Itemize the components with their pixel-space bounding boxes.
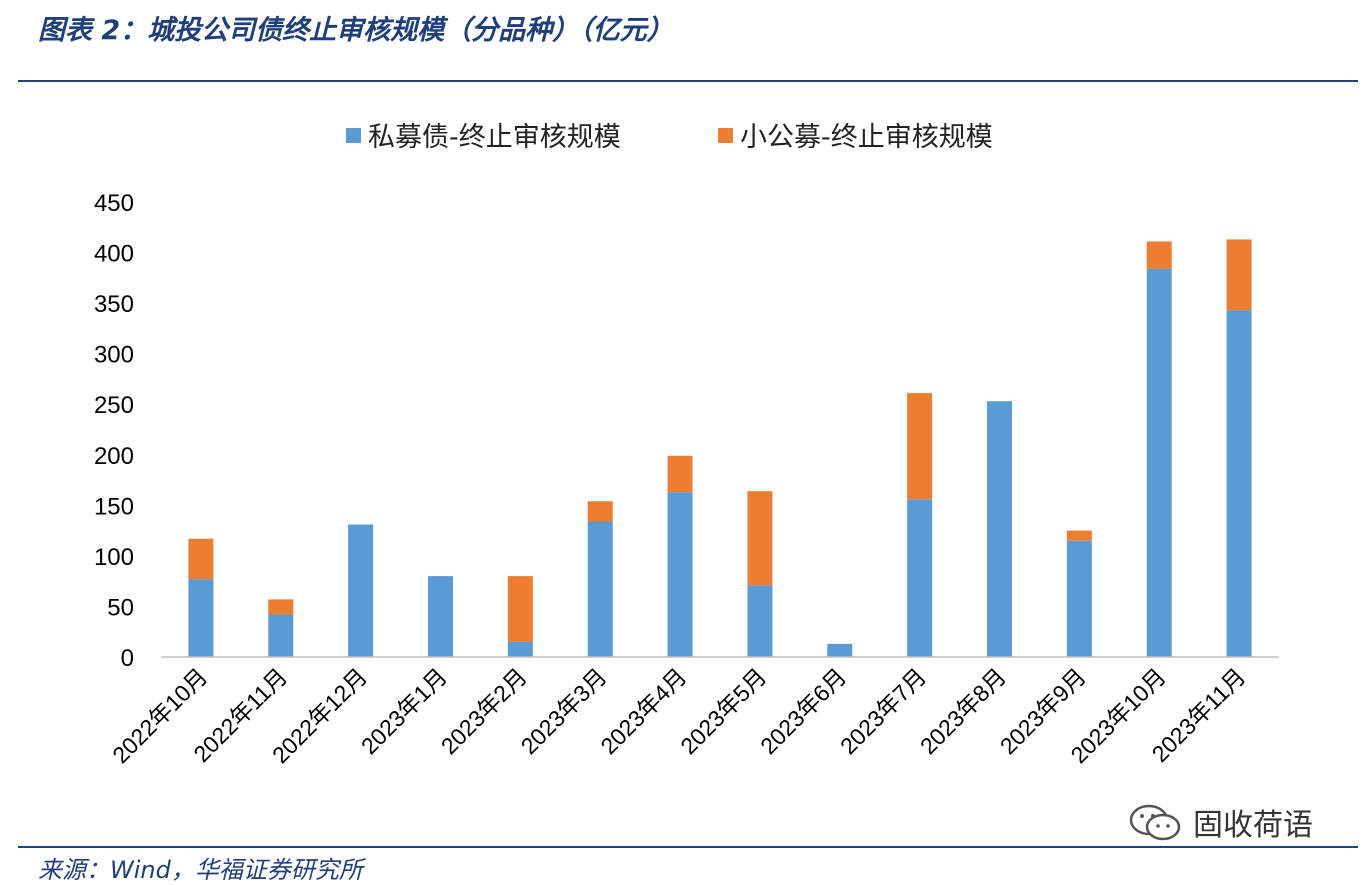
bar-private-13 <box>1146 268 1172 657</box>
x-category-label-8: 2023年5月 <box>675 663 771 759</box>
x-category-label-4: 2023年1月 <box>356 663 452 759</box>
y-tick-label-9: 450 <box>94 190 134 217</box>
chart-title: 图表 2：城投公司债终止审核规模（分品种）（亿元） <box>38 15 674 46</box>
y-tick-label-4: 200 <box>94 443 134 470</box>
bar-small-public-13 <box>1146 241 1172 269</box>
legend-swatch-2 <box>718 128 733 143</box>
legend: 私募债-终止审核规模 小公募-终止审核规模 <box>346 122 993 153</box>
bars <box>188 239 1252 657</box>
bar-private-6 <box>587 521 613 657</box>
bar-private-10 <box>907 499 933 657</box>
x-category-label-9: 2023年6月 <box>755 663 851 759</box>
bar-small-public-14 <box>1226 239 1252 311</box>
bar-private-5 <box>507 641 533 657</box>
wechat-icon <box>1129 804 1181 841</box>
x-category-label-11: 2023年8月 <box>915 663 1011 759</box>
legend-swatch-1 <box>346 128 361 143</box>
bar-private-8 <box>747 585 773 657</box>
bar-small-public-6 <box>587 501 613 522</box>
x-category-label-7: 2023年4月 <box>595 663 691 759</box>
bar-small-public-10 <box>907 393 933 500</box>
watermark-text: 固收荷语 <box>1193 808 1313 843</box>
bottom-rule <box>18 846 1358 848</box>
y-tick-label-6: 300 <box>94 342 134 369</box>
x-axis: 2022年10月2022年11月2022年12月2023年1月2023年2月20… <box>107 656 1279 768</box>
y-tick-label-2: 100 <box>94 544 134 571</box>
y-tick-label-7: 350 <box>94 291 134 318</box>
bar-private-1 <box>188 579 214 657</box>
source-note: 来源：Wind，华福证券研究所 <box>38 856 363 884</box>
bar-private-3 <box>348 524 374 657</box>
bar-private-2 <box>268 614 294 657</box>
y-tick-label-0: 0 <box>121 645 134 672</box>
top-rule <box>18 80 1358 82</box>
y-tick-label-8: 400 <box>94 241 134 268</box>
x-category-label-10: 2023年7月 <box>835 663 931 759</box>
bar-small-public-1 <box>188 538 214 580</box>
bar-private-12 <box>1066 540 1092 657</box>
y-axis: 0 50 100 150 200 250 300 350 400 450 <box>94 190 134 672</box>
bar-small-public-5 <box>507 576 533 642</box>
bar-private-9 <box>827 643 853 657</box>
y-tick-label-5: 250 <box>94 392 134 419</box>
bar-small-public-7 <box>667 455 693 493</box>
watermark: 固收荷语 <box>1125 800 1313 844</box>
bar-small-public-12 <box>1066 530 1092 541</box>
legend-label-1: 私募债-终止审核规模 <box>368 122 621 153</box>
bar-private-7 <box>667 492 693 657</box>
legend-label-2: 小公募-终止审核规模 <box>740 122 993 153</box>
bar-small-public-8 <box>747 491 773 586</box>
x-category-label-5: 2023年2月 <box>436 663 532 759</box>
bar-private-11 <box>987 401 1012 657</box>
bar-small-public-2 <box>268 599 294 615</box>
bar-private-14 <box>1226 310 1252 657</box>
y-tick-label-3: 150 <box>94 493 134 520</box>
x-category-label-6: 2023年3月 <box>516 663 612 759</box>
bar-private-4 <box>428 576 453 657</box>
y-tick-label-1: 50 <box>107 594 134 621</box>
